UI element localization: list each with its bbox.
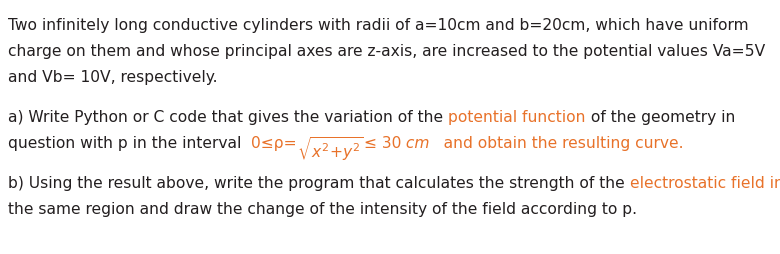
Text: potential function: potential function (448, 109, 586, 124)
Text: electrostatic field in: electrostatic field in (629, 175, 780, 190)
Text: the same region and draw the change of the intensity of the field according to p: the same region and draw the change of t… (8, 201, 637, 216)
Text: and Vb= 10V, respectively.: and Vb= 10V, respectively. (8, 70, 218, 85)
Text: of the geometry in: of the geometry in (586, 109, 735, 124)
Text: question with p in the interval: question with p in the interval (8, 135, 251, 150)
Text: a) Write Python or C code that gives the variation of the: a) Write Python or C code that gives the… (8, 109, 448, 124)
Text: 0≤ρ=: 0≤ρ= (251, 135, 296, 150)
Text: charge on them and whose principal axes are z-axis, are increased to the potenti: charge on them and whose principal axes … (8, 44, 765, 59)
Text: cm: cm (401, 135, 430, 150)
Text: b) Using the result above, write the program that calculates the strength of the: b) Using the result above, write the pro… (8, 175, 629, 190)
Text: Two infinitely long conductive cylinders with radii of a=10cm and b=20cm, which : Two infinitely long conductive cylinders… (8, 18, 749, 33)
Text: $\sqrt{x^2\!+\!y^2}$: $\sqrt{x^2\!+\!y^2}$ (296, 135, 363, 163)
Text: and obtain the resulting curve.: and obtain the resulting curve. (430, 135, 684, 150)
Text: ≤ 30: ≤ 30 (363, 135, 401, 150)
